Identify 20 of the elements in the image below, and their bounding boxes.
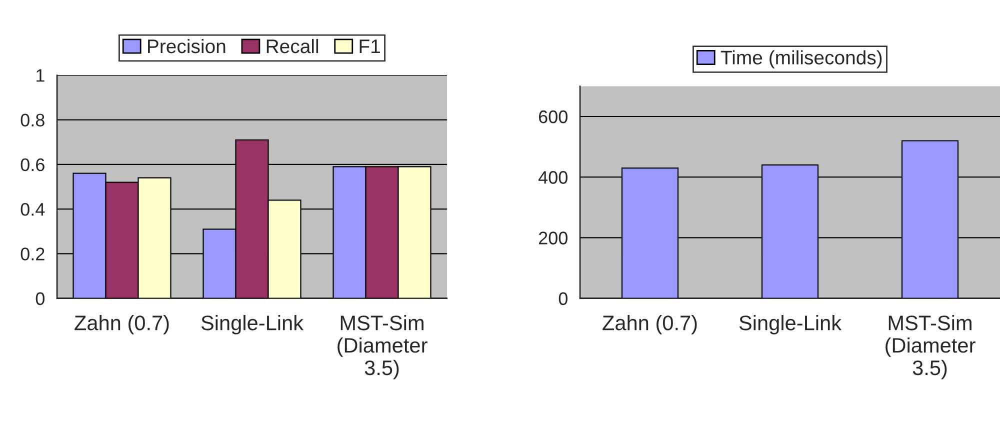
y-tick-label: 0.4 <box>20 203 45 216</box>
y-tick-label: 200 <box>538 232 568 244</box>
x-tick-label: Single-Link <box>739 315 842 334</box>
x-tick-label: Single-Link <box>201 315 304 334</box>
legend-label: Recall <box>266 38 318 54</box>
x-tick-label: MST-Sim (Diameter 3.5) <box>338 315 428 380</box>
y-tick-label: 400 <box>538 171 568 184</box>
y-tick-label: 0.8 <box>20 114 44 126</box>
legend-label: F1 <box>360 40 380 54</box>
x-tick-label: Zahn (0.7) <box>602 315 697 334</box>
y-tick-label: 600 <box>538 110 568 124</box>
y-tick-label: 0.2 <box>20 248 44 260</box>
x-tick-label: Zahn (0.7) <box>74 315 169 334</box>
y-tick-label: 0 <box>558 292 568 306</box>
y-tick-label: 0.6 <box>20 158 44 172</box>
legend-label: Time (miliseconds) <box>720 50 882 68</box>
x-tick-label: MST-Sim (Diameter 3.5) <box>886 315 976 380</box>
y-tick-label: 0 <box>36 292 44 306</box>
legend-label: Precision <box>148 38 226 54</box>
y-tick-label: 1 <box>36 69 44 82</box>
